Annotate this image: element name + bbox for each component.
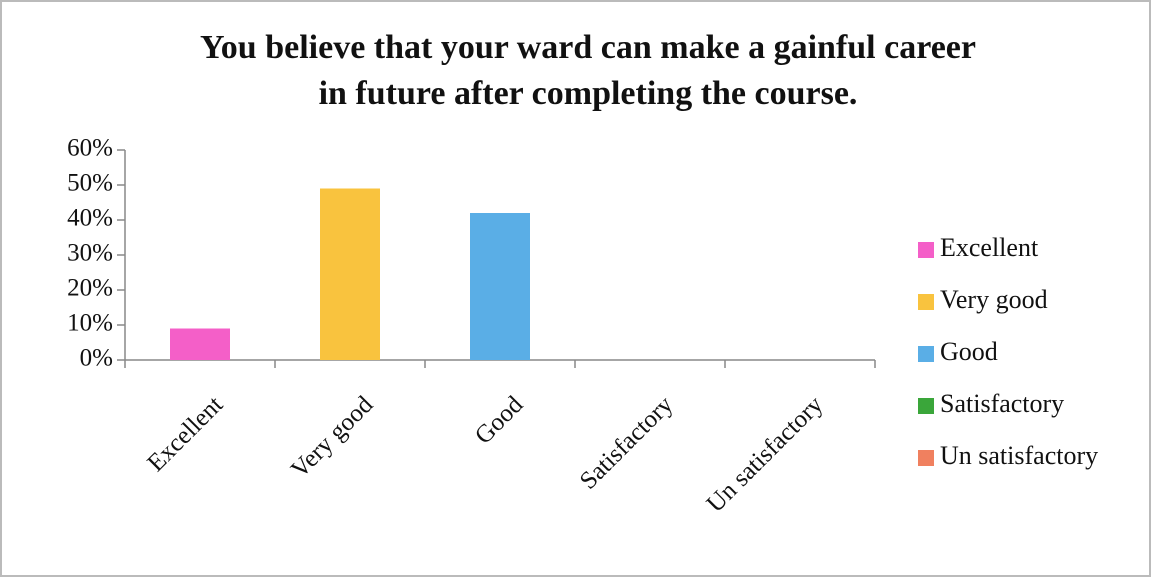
chart-title: You believe that your ward can make a ga… [200,29,976,66]
legend-label: Un satisfactory [940,441,1098,470]
legend-label: Satisfactory [940,389,1064,418]
legend-label: Very good [940,285,1048,314]
legend-label: Good [940,337,998,366]
legend-swatch [918,294,934,310]
legend-swatch [918,398,934,414]
y-tick-label: 10% [67,310,113,337]
y-tick-label: 40% [67,205,113,232]
chart-title: in future after completing the course. [319,75,858,112]
y-tick-label: 60% [67,135,113,162]
bar [320,188,380,360]
y-tick-label: 20% [67,275,113,302]
legend-swatch [918,346,934,362]
y-tick-label: 50% [67,170,113,197]
legend-swatch [918,242,934,258]
y-tick-label: 0% [80,345,113,372]
y-tick-label: 30% [67,240,113,267]
legend-label: Excellent [940,233,1039,262]
bar [470,213,530,360]
legend-swatch [918,450,934,466]
bar [170,328,230,360]
